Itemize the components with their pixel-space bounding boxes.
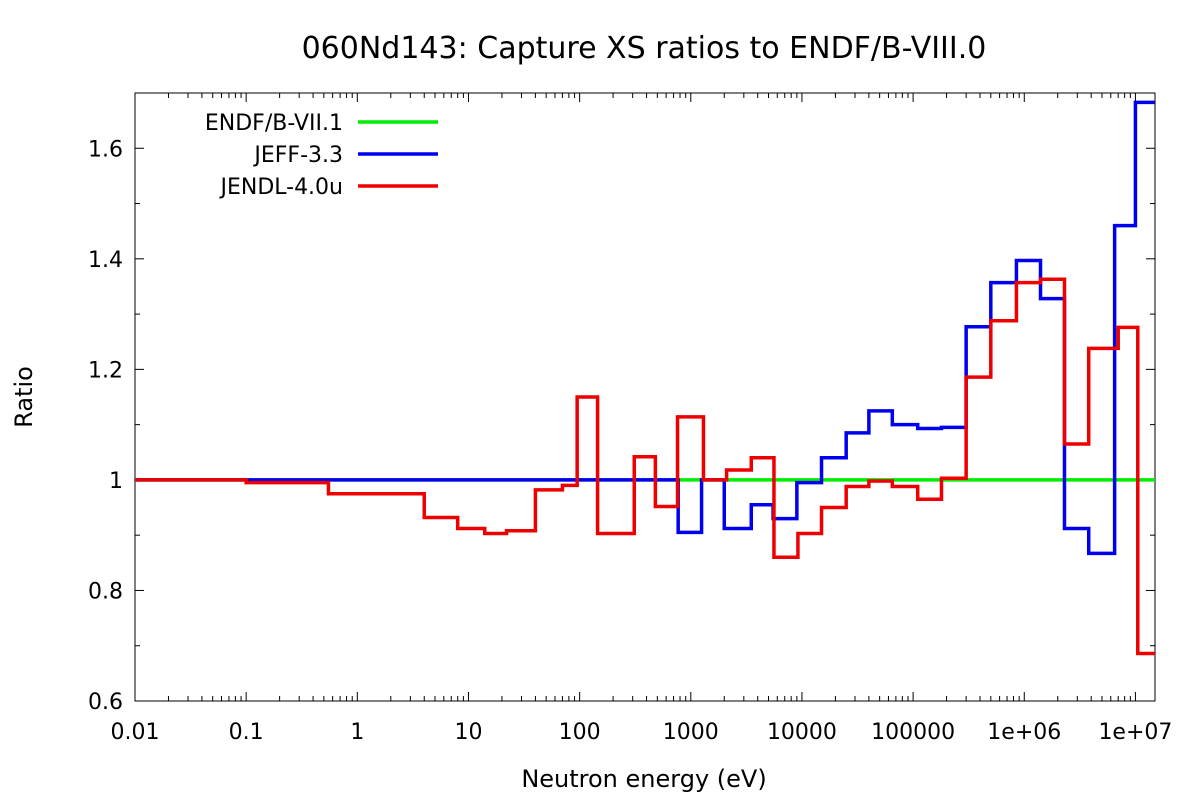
y-axis-label: Ratio bbox=[10, 366, 38, 428]
legend: ENDF/B-VII.1 JEFF-3.3 JENDL-4.0u bbox=[205, 111, 438, 200]
chart-title: 060Nd143: Capture XS ratios to ENDF/B-VI… bbox=[302, 31, 987, 66]
y-tick-label: 1 bbox=[109, 469, 123, 494]
plot-frame bbox=[134, 92, 1156, 702]
y-tick-label: 1.4 bbox=[88, 248, 123, 273]
x-tick-label: 0.01 bbox=[111, 720, 160, 745]
x-tick-label: 0.1 bbox=[229, 720, 264, 745]
series-line-jeff-3-3 bbox=[135, 100, 1155, 556]
y-tick-label: 1.2 bbox=[88, 358, 123, 383]
legend-label-jeff-3-3: JEFF-3.3 bbox=[252, 143, 343, 168]
legend-label-endf-b-vii-1: ENDF/B-VII.1 bbox=[205, 111, 343, 136]
plot-area: 0.01 0.1 1 10 100 1000 10000 100000 1e+06 1e+07 0.… bbox=[88, 92, 1172, 745]
x-tick-label: 1e+07 bbox=[1098, 720, 1172, 745]
y-tick-label: 0.6 bbox=[88, 690, 123, 715]
x-tick-label: 1 bbox=[350, 720, 364, 745]
x-tick-label: 1000 bbox=[663, 720, 719, 745]
y-tick-label: 0.8 bbox=[88, 579, 123, 604]
x-tick-label: 1e+06 bbox=[987, 720, 1061, 745]
x-tick-label: 100000 bbox=[871, 720, 955, 745]
y-tick-label: 1.6 bbox=[88, 137, 123, 162]
legend-label-jendl-4-0u: JENDL-4.0u bbox=[218, 175, 343, 200]
x-tick-label: 100 bbox=[559, 720, 601, 745]
x-tick-label: 10 bbox=[454, 720, 482, 745]
x-tick-label: 10000 bbox=[767, 720, 837, 745]
x-axis-label: Neutron energy (eV) bbox=[521, 765, 766, 793]
series-line-jendl-4-0u bbox=[135, 277, 1155, 656]
